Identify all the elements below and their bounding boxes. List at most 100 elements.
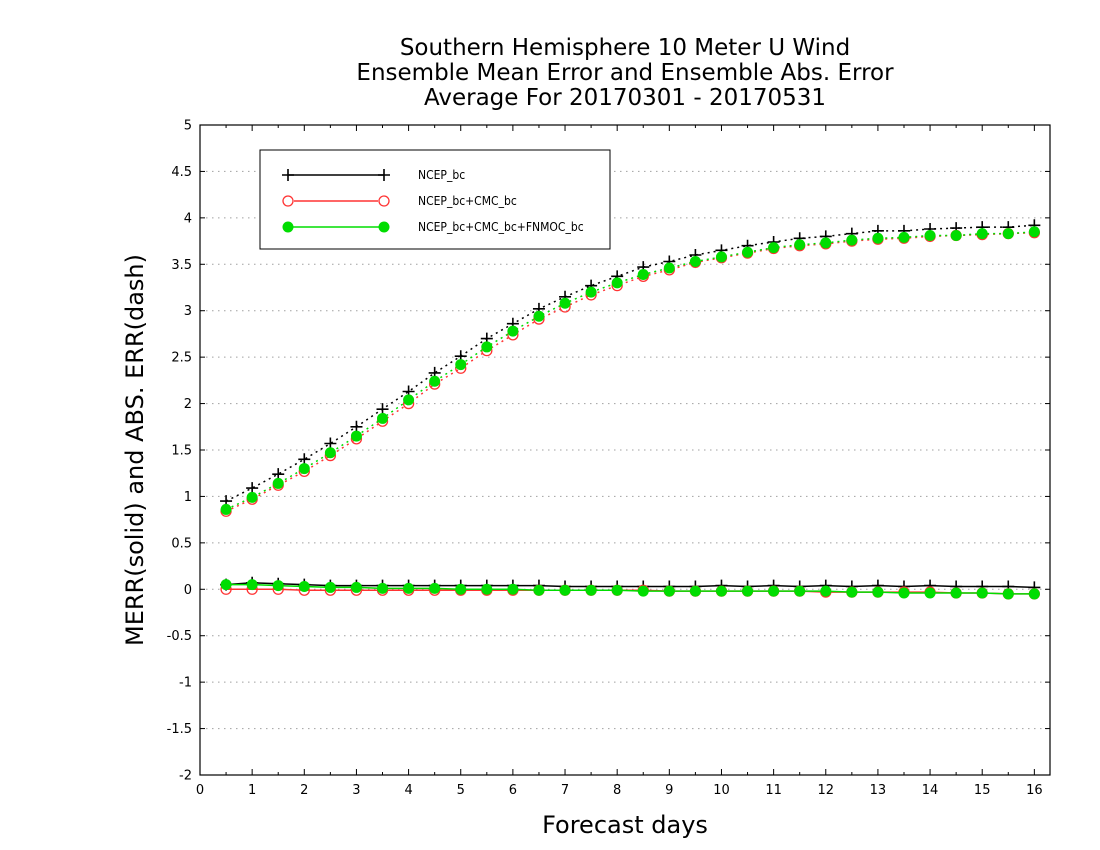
y-tick-label: 0 xyxy=(184,583,192,598)
y-tick-label: -1.5 xyxy=(167,722,192,737)
y-tick-label: 3.5 xyxy=(171,258,192,273)
mean-err-point-2 xyxy=(481,583,493,595)
legend-label-0: NCEP_bc xyxy=(418,168,465,182)
x-tick-label: 7 xyxy=(561,783,569,798)
abs-err-point-2 xyxy=(950,230,962,241)
abs-err-point-2 xyxy=(533,310,545,322)
legend-label-2: NCEP_bc+CMC_bc+FNMOC_bc xyxy=(418,220,584,234)
mean-err-point-2 xyxy=(272,580,284,592)
mean-err-point-2 xyxy=(507,583,519,595)
legend-marker-1a xyxy=(282,195,294,207)
y-axis-label: MERR(solid) and ABS. ERR(dash) xyxy=(121,254,149,646)
abs-err-point-2 xyxy=(611,277,623,289)
chart-title: Southern Hemisphere 10 Meter U Wind Ense… xyxy=(200,36,1050,111)
x-tick-label: 6 xyxy=(509,783,517,798)
series-2 xyxy=(220,226,1040,600)
abs-err-point-2 xyxy=(455,359,467,371)
mean-err-point-2 xyxy=(220,579,232,591)
abs-err-point-2 xyxy=(715,251,727,263)
mean-err-point-2 xyxy=(429,582,441,594)
abs-err-point-2 xyxy=(559,297,571,309)
mean-err-point-2 xyxy=(768,585,780,597)
mean-err-point-2 xyxy=(898,587,910,599)
abs-err-point-2 xyxy=(429,375,441,387)
abs-err-point-2 xyxy=(742,246,754,258)
abs-err-point-2 xyxy=(1002,228,1014,240)
legend-marker-2a xyxy=(282,221,294,233)
x-tick-label: 12 xyxy=(817,783,834,798)
abs-err-point-2 xyxy=(663,262,675,274)
abs-err-point-2 xyxy=(898,231,910,243)
abs-err-point-2 xyxy=(585,286,597,298)
mean-err-point-2 xyxy=(742,585,754,597)
x-tick-label: 0 xyxy=(196,783,204,798)
mean-err-point-2 xyxy=(403,582,415,594)
y-tick-label: 2.5 xyxy=(171,351,192,366)
mean-err-point-2 xyxy=(455,583,467,595)
legend: NCEP_bc NCEP_bc+CMC_bc NCEP_bc+CMC_bc+FN… xyxy=(259,149,611,250)
mean-err-point-2 xyxy=(820,585,832,597)
x-tick-label: 11 xyxy=(765,783,782,798)
legend-box xyxy=(259,149,611,250)
mean-err-point-2 xyxy=(1002,588,1014,600)
mean-err-point-2 xyxy=(533,584,545,596)
mean-err-point-2 xyxy=(585,584,597,596)
abs-err-point-2 xyxy=(1028,226,1040,238)
abs-err-point-2 xyxy=(246,491,258,503)
mean-err-point-2 xyxy=(637,585,649,597)
x-tick-label: 1 xyxy=(248,783,256,798)
mean-err-point-2 xyxy=(298,581,310,592)
y-tick-label: 3 xyxy=(184,304,192,319)
x-tick-label: 8 xyxy=(613,783,621,798)
mean-err-point-2 xyxy=(1028,588,1040,600)
mean-err-point-2 xyxy=(950,587,962,599)
abs-err-point-2 xyxy=(689,256,701,267)
y-tick-label: -1 xyxy=(179,676,192,691)
mean-err-point-2 xyxy=(377,582,389,594)
legend-marker-1b xyxy=(378,195,390,207)
x-tick-label: 15 xyxy=(974,783,991,798)
mean-err-point-2 xyxy=(324,581,336,593)
chart-title-line-1: Southern Hemisphere 10 Meter U Wind xyxy=(399,35,851,61)
abs-err-point-2 xyxy=(924,230,936,241)
mean-err-point-2 xyxy=(715,585,727,597)
x-tick-label: 5 xyxy=(457,783,465,798)
mean-err-point-2 xyxy=(663,585,675,597)
series-0 xyxy=(220,219,1041,594)
mean-err-point-2 xyxy=(246,579,258,591)
mean-err-point-2 xyxy=(846,586,858,598)
abs-err-point-2 xyxy=(820,237,832,249)
abs-err-line-2 xyxy=(225,231,1035,511)
mean-err-point-2 xyxy=(350,581,362,593)
x-tick-label: 9 xyxy=(665,783,673,798)
abs-err-point-2 xyxy=(272,477,284,489)
abs-err-point-2 xyxy=(976,228,988,240)
x-tick-label: 10 xyxy=(713,783,730,798)
y-tick-label: -0.5 xyxy=(167,629,192,644)
chart-title-line-2: Ensemble Mean Error and Ensemble Abs. Er… xyxy=(356,60,894,86)
y-tick-label: 4 xyxy=(184,211,192,226)
abs-err-point-2 xyxy=(768,242,780,254)
y-tick-label: 5 xyxy=(184,119,192,134)
y-tick-label: 4.5 xyxy=(171,165,192,180)
y-tick-label: 2 xyxy=(184,397,192,412)
abs-err-point-2 xyxy=(377,412,389,424)
mean-err-point-2 xyxy=(689,585,701,597)
abs-err-point-2 xyxy=(794,239,806,251)
series-1 xyxy=(220,227,1041,600)
legend-marker-0 xyxy=(282,169,390,181)
legend-item-1: NCEP_bc+CMC_bc xyxy=(282,194,517,208)
y-tick-label: 0.5 xyxy=(171,536,192,551)
abs-err-point-2 xyxy=(324,447,336,459)
x-tick-label: 4 xyxy=(404,783,412,798)
abs-err-point-2 xyxy=(298,463,310,475)
mean-err-point-2 xyxy=(976,587,988,599)
legend-marker-2b xyxy=(378,221,390,233)
abs-err-point-2 xyxy=(846,234,858,246)
abs-err-point-2 xyxy=(872,232,884,244)
y-tick-label: 1.5 xyxy=(171,444,192,459)
axis-ticks: -2-1.5-1-0.500.511.522.533.544.550 1 2 3 4 5 6… xyxy=(167,119,1050,798)
abs-err-line-1 xyxy=(225,231,1035,512)
y-tick-label: -2 xyxy=(179,769,192,784)
